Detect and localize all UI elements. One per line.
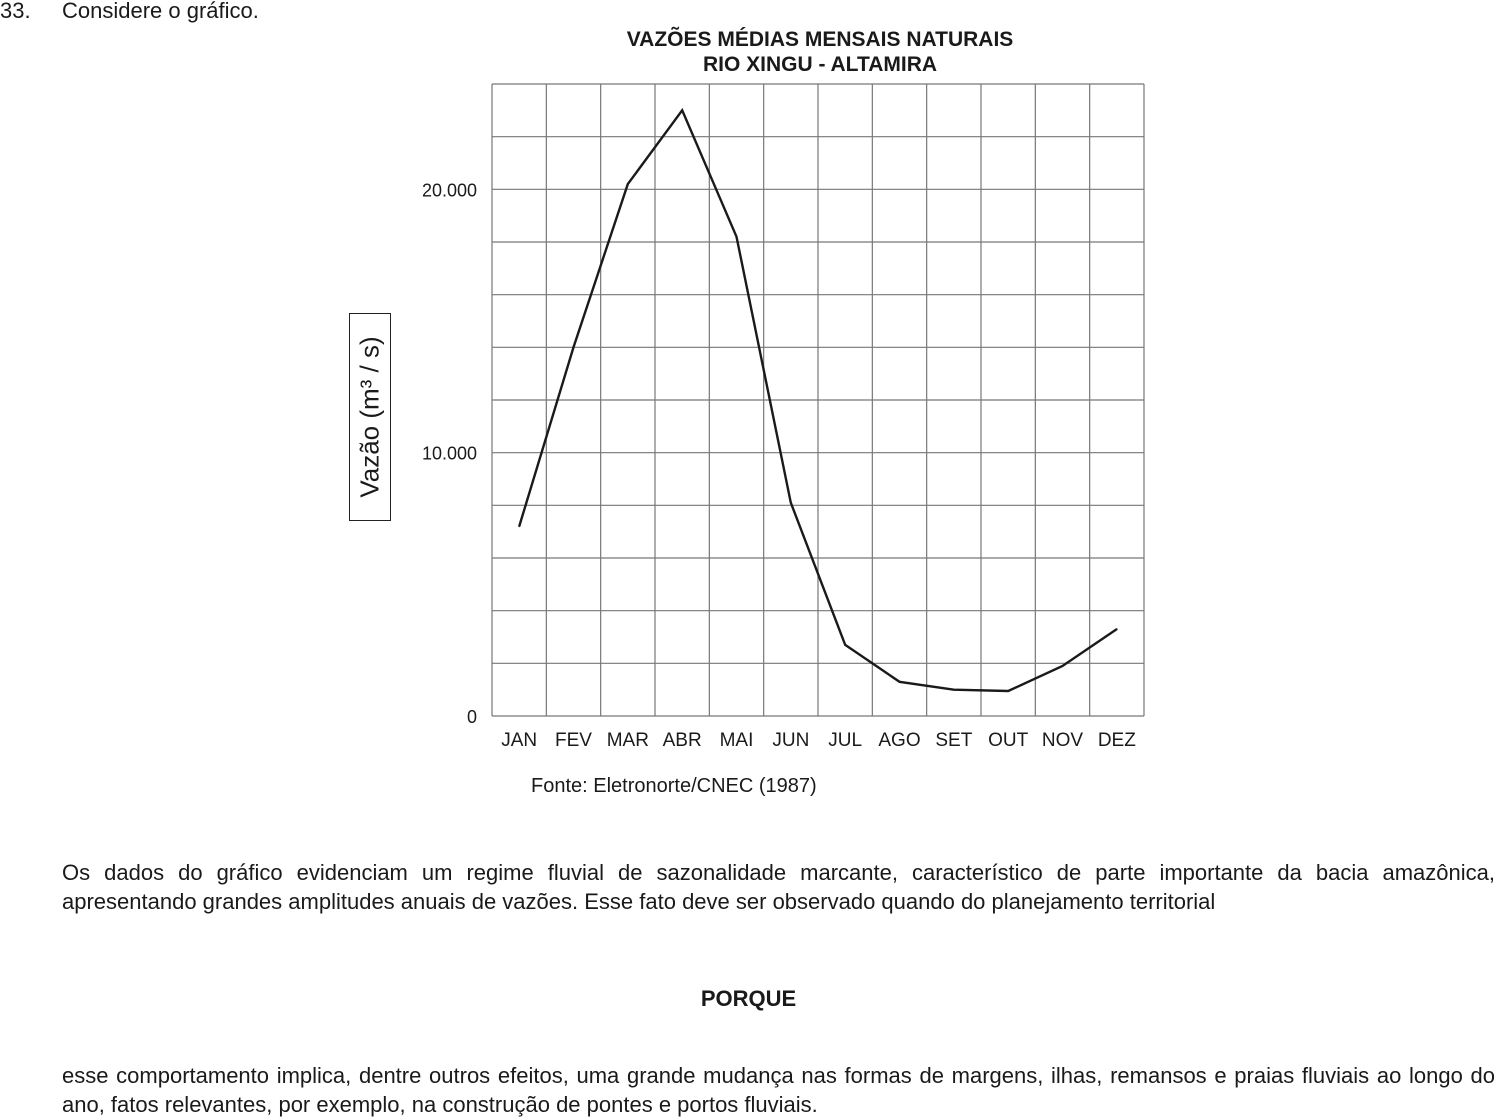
data-point-jan bbox=[518, 525, 520, 528]
chart-source: Fonte: Eletronorte/CNEC (1987) bbox=[531, 775, 817, 797]
x-tick-label-jan: JAN bbox=[501, 730, 537, 751]
data-point-dez bbox=[1116, 628, 1118, 630]
y-tick-labels: 0 10.000 20.000 bbox=[422, 180, 477, 727]
y-tick-label: 10.000 bbox=[422, 444, 477, 464]
x-tick-labels: JAN FEV MAR ABR MAI JUN JUL AGO SET OUT NOV DEZ bbox=[501, 730, 1136, 751]
x-tick-label-mai: MAI bbox=[720, 730, 754, 751]
series-layer bbox=[518, 107, 1118, 693]
y-axis-label-box bbox=[349, 313, 391, 521]
flow-line-chart: 0 10.000 20.000 JAN FEV MAR ABR MAI JUN JUL AGO SE… bbox=[422, 83, 1145, 751]
data-point-mai bbox=[735, 235, 738, 238]
data-point-jul bbox=[844, 644, 846, 646]
series-line-vazao bbox=[518, 107, 1118, 693]
x-tick-label-set: SET bbox=[935, 730, 972, 751]
y-tick-label: 0 bbox=[467, 707, 477, 727]
porque-connector: PORQUE bbox=[700, 986, 797, 1011]
data-point-abr bbox=[681, 109, 683, 112]
x-tick-label-jul: JUL bbox=[828, 730, 862, 751]
data-point-jun bbox=[790, 501, 792, 504]
x-tick-label-nov: NOV bbox=[1042, 730, 1084, 751]
x-tick-label-out: OUT bbox=[988, 730, 1029, 751]
x-tick-label-dez: DEZ bbox=[1098, 730, 1136, 751]
data-point-ago bbox=[898, 680, 901, 683]
chart-grid bbox=[491, 83, 1145, 717]
data-point-set bbox=[953, 688, 955, 691]
x-tick-label-abr: ABR bbox=[663, 730, 702, 751]
x-tick-label-jun: JUN bbox=[772, 730, 809, 751]
chart-title: VAZÕES MÉDIAS MENSAIS NATURAIS bbox=[626, 28, 1014, 51]
data-point-out bbox=[1007, 690, 1009, 692]
paragraph-reason: esse comportamento implica, dentre outro… bbox=[62, 1063, 1495, 1117]
chart-subtitle: RIO XINGU - ALTAMIRA bbox=[702, 53, 938, 76]
x-tick-label-mar: MAR bbox=[607, 730, 649, 751]
y-tick-label: 20.000 bbox=[422, 180, 477, 200]
question-intro: Considere o gráfico. bbox=[62, 0, 259, 23]
question-number: 33. bbox=[0, 0, 31, 23]
data-point-nov bbox=[1061, 665, 1064, 667]
x-tick-label-fev: FEV bbox=[555, 730, 592, 751]
x-tick-label-ago: AGO bbox=[878, 730, 920, 751]
data-point-mar bbox=[627, 183, 629, 185]
paragraph-assertion: Os dados do gráfico evidenciam um regime… bbox=[62, 860, 1495, 914]
data-point-fev bbox=[572, 346, 575, 349]
